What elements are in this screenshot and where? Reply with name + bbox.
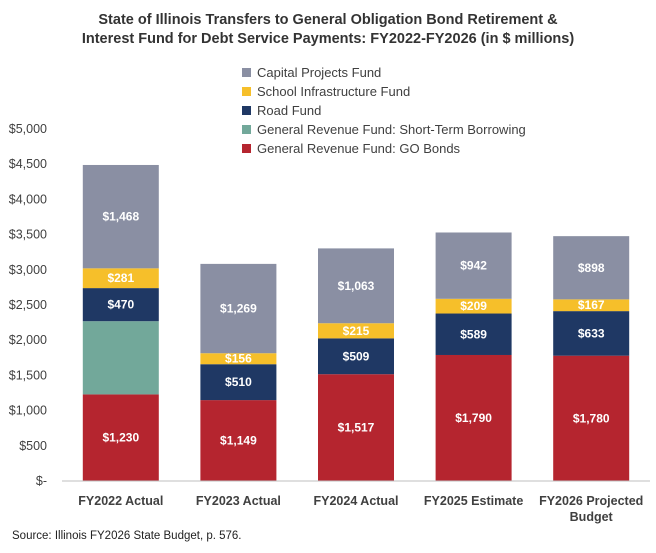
legend-label: Capital Projects Fund — [257, 65, 381, 80]
legend-swatch — [242, 68, 251, 77]
x-tick-label: FY2024 Actual — [314, 494, 399, 508]
data-label: $215 — [343, 324, 370, 338]
bars — [82, 164, 630, 481]
x-axis: FY2022 Actual FY2023 Actual FY2024 Actual F… — [62, 480, 650, 524]
bar-segment — [200, 400, 277, 481]
bar-segment — [553, 299, 630, 312]
y-tick-label: $4,000 — [9, 192, 47, 206]
legend-swatch — [242, 125, 251, 134]
y-tick-label: $- — [36, 474, 47, 488]
data-label: $898 — [578, 261, 605, 275]
data-label: $209 — [460, 299, 487, 313]
y-tick-label: $2,500 — [9, 298, 47, 312]
bar-segment — [82, 268, 159, 289]
data-label: $1,063 — [338, 279, 375, 293]
bar-segment — [318, 338, 394, 375]
legend-swatch — [242, 87, 251, 96]
data-label: $1,149 — [220, 434, 257, 448]
bar-segment — [435, 298, 512, 314]
y-tick-label: $3,500 — [9, 228, 47, 242]
data-label: $510 — [225, 375, 252, 389]
bar-segment — [82, 321, 159, 395]
y-tick-label: $3,000 — [9, 263, 47, 277]
data-label: $1,468 — [102, 210, 139, 224]
bar-segment — [318, 323, 394, 339]
data-label: $167 — [578, 298, 605, 312]
bar-segment — [200, 263, 277, 354]
y-axis: $- $500 $1,000 $1,500 $2,000 $2,500 $3,000 $3,5… — [9, 122, 47, 488]
data-label: $1,790 — [455, 411, 492, 425]
data-label: $942 — [460, 259, 487, 273]
data-labels: $1,230 $470 $281 $1,468 $1,149 $510 $156 $1,269… — [102, 210, 609, 448]
data-label: $156 — [225, 352, 252, 366]
bar-segment — [553, 311, 630, 356]
legend-label: Road Fund — [257, 103, 321, 118]
x-tick-label: Budget — [570, 510, 614, 524]
legend-swatch — [242, 106, 251, 115]
data-label: $470 — [107, 298, 134, 312]
legend-label: General Revenue Fund: GO Bonds — [257, 141, 461, 156]
chart-title: State of Illinois Transfers to General O… — [82, 12, 575, 47]
data-label: $589 — [460, 327, 487, 341]
data-label: $1,269 — [220, 302, 257, 316]
legend: Capital Projects Fund School Infrastructu… — [242, 65, 526, 156]
bar-segment — [318, 374, 394, 481]
x-tick-label: FY2023 Actual — [196, 494, 281, 508]
y-tick-label: $4,500 — [9, 157, 47, 171]
y-tick-label: $2,000 — [9, 333, 47, 347]
chart-title-line: Interest Fund for Debt Service Payments:… — [82, 31, 575, 47]
data-label: $281 — [107, 271, 134, 285]
data-label: $633 — [578, 326, 605, 340]
x-tick-label: FY2025 Estimate — [424, 494, 523, 508]
y-tick-label: $5,000 — [9, 122, 47, 136]
data-label: $509 — [343, 349, 370, 363]
bar-segment — [200, 353, 277, 365]
x-tick-label: FY2022 Actual — [78, 494, 163, 508]
y-tick-label: $1,000 — [9, 404, 47, 418]
legend-label: School Infrastructure Fund — [257, 84, 410, 99]
x-tick-label: FY2026 Projected — [539, 494, 643, 508]
data-label: $1,780 — [573, 411, 610, 425]
data-label: $1,230 — [102, 431, 139, 445]
bar-segment — [82, 394, 159, 481]
y-tick-label: $1,500 — [9, 368, 47, 382]
data-label: $1,517 — [338, 421, 375, 435]
bar-segment — [82, 288, 159, 322]
source-note: Source: Illinois FY2026 State Budget, p.… — [12, 530, 242, 542]
bar-segment — [435, 232, 512, 299]
bar-segment — [553, 355, 630, 481]
bar-segment — [318, 248, 394, 324]
legend-label: General Revenue Fund: Short-Term Borrowi… — [257, 122, 526, 137]
bar-segment — [200, 364, 277, 401]
bar-segment — [435, 354, 512, 481]
legend-swatch — [242, 144, 251, 153]
bar-segment — [435, 313, 512, 355]
bar-segment — [82, 164, 159, 269]
y-tick-label: $500 — [19, 439, 47, 453]
chart-title-line: State of Illinois Transfers to General O… — [98, 12, 558, 28]
bar-segment — [553, 236, 630, 300]
